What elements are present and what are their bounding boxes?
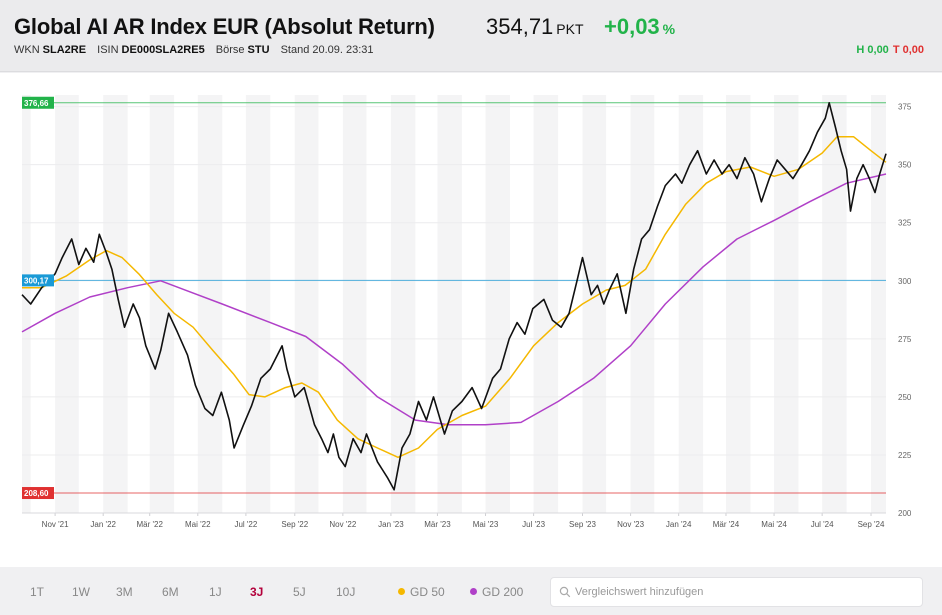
range-1t[interactable]: 1T xyxy=(30,585,45,599)
range-5j[interactable]: 5J xyxy=(293,585,306,599)
exchange-label: Börse xyxy=(215,44,245,56)
x-tick-label: Sep '22 xyxy=(281,520,308,529)
legend-dot xyxy=(398,588,405,595)
x-tick-label: Mai '24 xyxy=(761,520,787,529)
month-band xyxy=(245,95,271,513)
month-band xyxy=(485,95,510,513)
price-chart[interactable]: 200 225 250 275 300 325 350 375 Nov '21 Jan '22 M… xyxy=(0,73,942,567)
y-tick-label: 375 xyxy=(898,103,912,112)
level-lines xyxy=(22,102,886,494)
price-change: +0,03% xyxy=(604,14,675,40)
change-unit: % xyxy=(662,21,676,37)
series-lines xyxy=(21,102,887,491)
month-band xyxy=(437,95,462,513)
range-1w[interactable]: 1W xyxy=(72,585,90,599)
current-price: 354,71 PKT xyxy=(486,14,584,40)
gd50-line xyxy=(22,136,887,459)
x-tick-label: Nov '22 xyxy=(329,520,356,529)
level-label: 300,17 xyxy=(24,276,49,285)
month-band xyxy=(197,95,223,513)
change-value: +0,03 xyxy=(604,14,660,39)
wkn-value: SLA2RE xyxy=(42,44,87,56)
month-band xyxy=(725,95,751,513)
month-bands xyxy=(22,95,886,513)
exchange-value: STU xyxy=(247,44,270,56)
x-tick-label: Mär '24 xyxy=(713,520,740,529)
level-label-bg xyxy=(22,487,54,500)
x-tick-label: Nov '21 xyxy=(42,520,69,529)
y-axis: 200 225 250 275 300 325 350 375 xyxy=(898,103,912,518)
x-tick-label: Mär '22 xyxy=(136,520,163,529)
high-low: H 0,00 T 0,00 xyxy=(856,44,924,56)
y-tick-label: 350 xyxy=(898,161,912,170)
month-band xyxy=(630,95,655,513)
legend-label: GD 200 xyxy=(482,585,524,599)
isin-value: DE000SLA2RE5 xyxy=(121,44,205,56)
chart-footer: 1T 1W 3M 6M 1J 3J 5J 10J GD 50 GD 200 xyxy=(0,567,942,615)
x-tick-label: Nov '23 xyxy=(617,520,644,529)
range-1j[interactable]: 1J xyxy=(209,585,222,599)
x-tick-label: Jul '23 xyxy=(522,520,545,529)
price-value: 354,71 xyxy=(486,14,554,39)
gd200-line xyxy=(21,173,887,426)
month-band xyxy=(294,95,319,513)
level-label: 376,66 xyxy=(24,99,49,108)
y-tick-label: 250 xyxy=(898,393,912,402)
month-band xyxy=(582,95,607,513)
price-unit: PKT xyxy=(556,21,584,37)
range-3j[interactable]: 3J xyxy=(250,585,264,599)
x-tick-label: Mär '23 xyxy=(424,520,451,529)
x-axis: Nov '21 Jan '22 Mär '22 Mai '22 Jul '22 Sep '… xyxy=(22,512,886,529)
x-tick-label: Sep '24 xyxy=(858,520,885,529)
x-tick-label: Jan '24 xyxy=(666,520,692,529)
x-tick-label: Jul '22 xyxy=(234,520,257,529)
y-tick-label: 275 xyxy=(898,335,912,344)
legend-label: GD 50 xyxy=(410,585,445,599)
day-low: T 0,00 xyxy=(892,44,924,56)
x-tick-label: Jan '22 xyxy=(90,520,116,529)
month-band xyxy=(149,95,175,513)
level-label-bg xyxy=(22,274,54,287)
y-tick-label: 325 xyxy=(898,219,912,228)
level-labels: 376,66 300,17 208,60 xyxy=(22,96,54,500)
x-tick-label: Jul '24 xyxy=(811,520,834,529)
legend-dot xyxy=(470,588,477,595)
x-tick-label: Jan '23 xyxy=(378,520,404,529)
day-high: H 0,00 xyxy=(856,44,889,56)
month-band xyxy=(55,95,79,513)
y-tick-label: 200 xyxy=(898,509,912,518)
x-tick-label: Mai '22 xyxy=(185,520,211,529)
page-title: Global AI AR Index EUR (Absolut Return) xyxy=(14,14,435,39)
y-tick-label: 300 xyxy=(898,277,912,286)
month-band xyxy=(103,95,128,513)
legend-gd50[interactable]: GD 50 xyxy=(398,585,445,599)
x-tick-label: Sep '23 xyxy=(569,520,596,529)
compare-input[interactable] xyxy=(575,582,915,602)
isin-label: ISIN xyxy=(97,44,119,56)
month-band xyxy=(22,95,31,513)
level-label: 208,60 xyxy=(24,489,49,498)
price-line xyxy=(21,102,887,491)
wkn-label: WKN xyxy=(14,44,40,56)
compare-search[interactable] xyxy=(550,577,923,607)
range-10j[interactable]: 10J xyxy=(336,585,356,599)
chart-area[interactable]: 200 225 250 275 300 325 350 375 Nov '21 Jan '22 M… xyxy=(0,73,942,567)
range-6m[interactable]: 6M xyxy=(162,585,179,599)
instrument-meta: WKN SLA2RE ISIN DE000SLA2RE5 Börse STU Stan… xyxy=(14,44,374,56)
search-icon xyxy=(559,586,571,598)
legend-gd200[interactable]: GD 200 xyxy=(470,585,523,599)
timestamp: Stand 20.09. 23:31 xyxy=(280,44,374,56)
x-tick-label: Mai '23 xyxy=(473,520,499,529)
quote-header: Global AI AR Index EUR (Absolut Return) … xyxy=(0,0,942,72)
month-band xyxy=(871,95,886,513)
month-band xyxy=(342,95,367,513)
level-label-bg xyxy=(22,96,54,109)
y-tick-label: 225 xyxy=(898,451,912,460)
range-3m[interactable]: 3M xyxy=(116,585,133,599)
month-band xyxy=(774,95,799,513)
